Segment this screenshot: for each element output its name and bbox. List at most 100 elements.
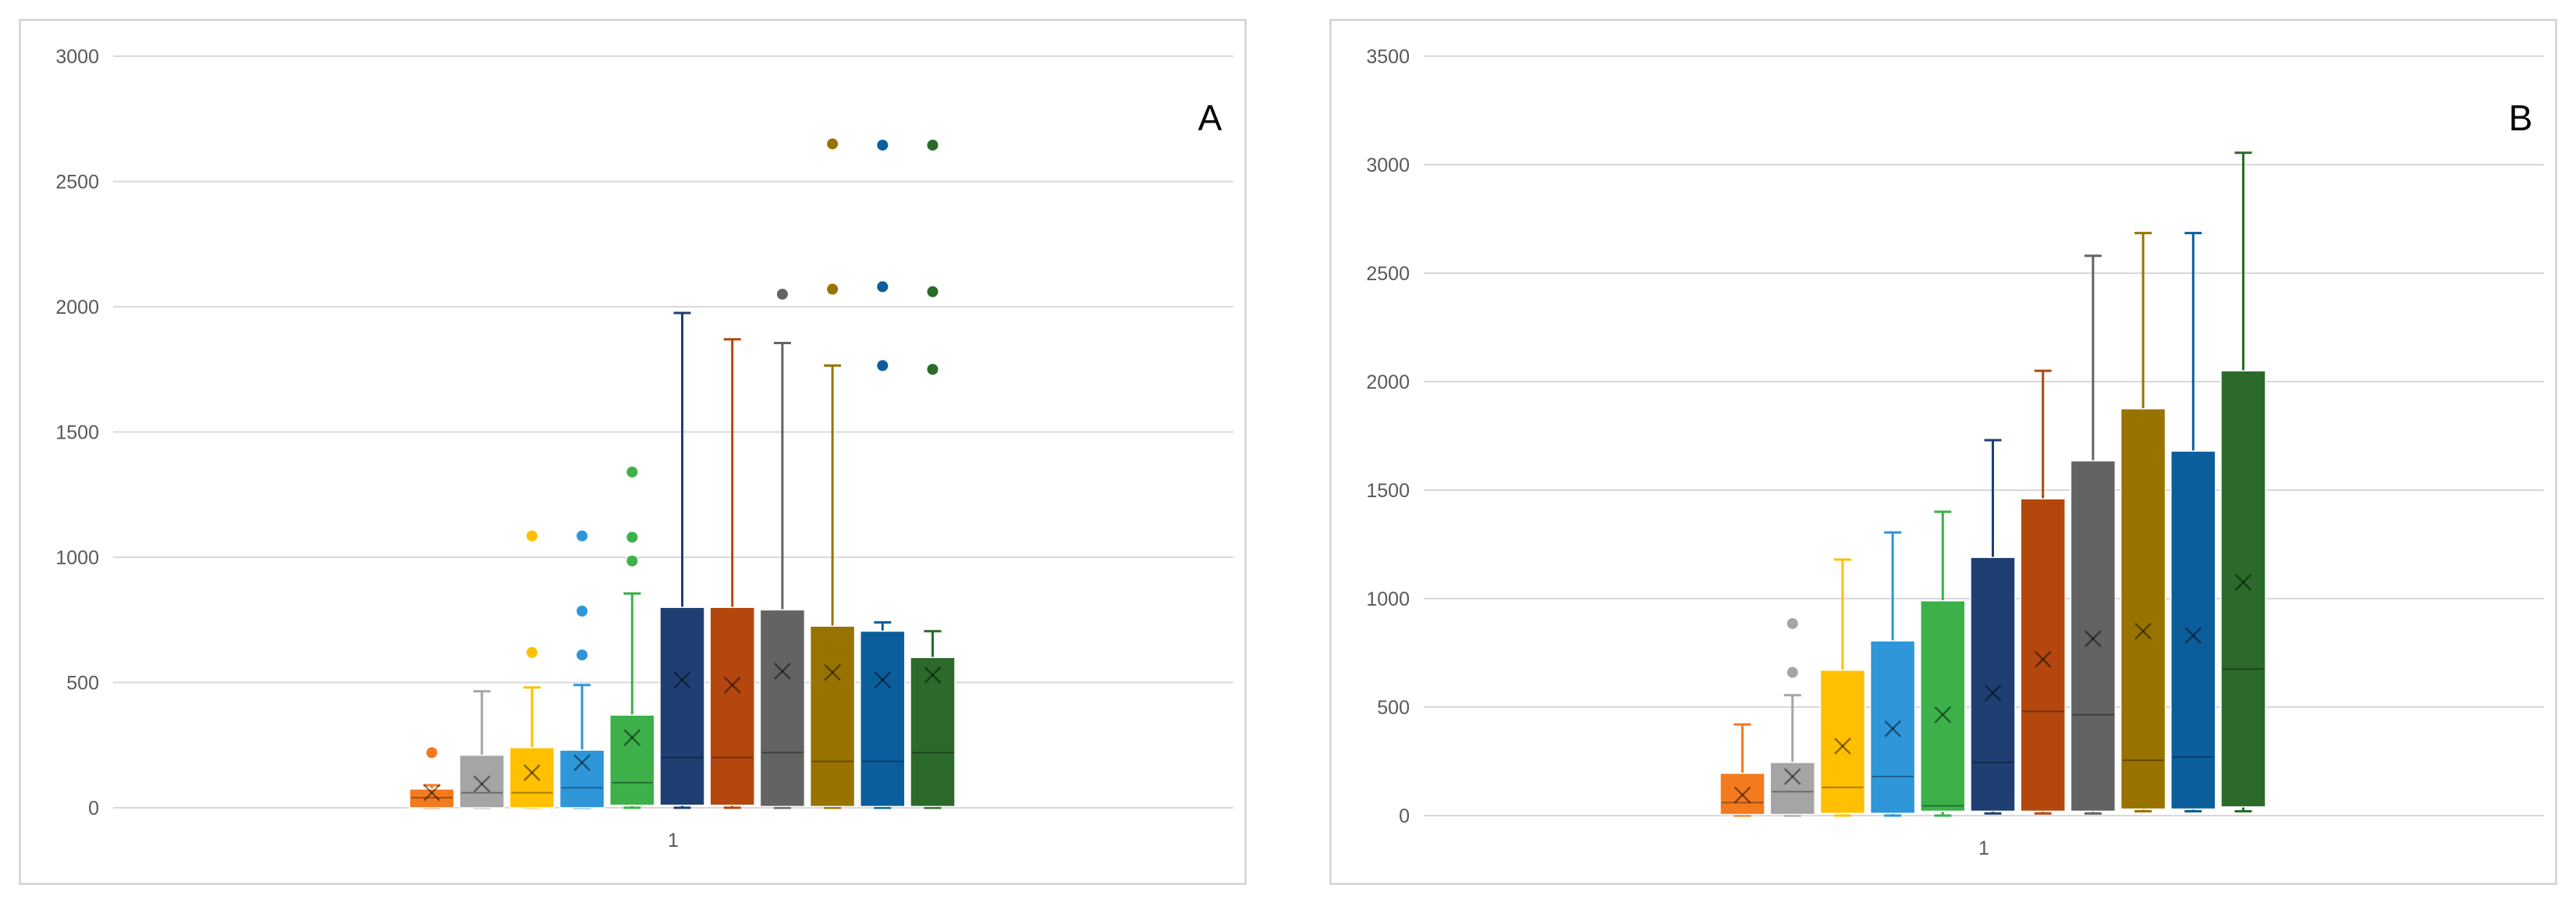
box-iqr <box>409 788 455 809</box>
mean-marker <box>824 663 841 681</box>
mean-marker <box>1934 706 1952 723</box>
box-plot-series <box>2020 369 2066 815</box>
outlier-point <box>877 360 889 371</box>
mean-marker <box>1984 684 2002 702</box>
mean-marker <box>2134 622 2152 640</box>
outlier-point <box>577 606 588 617</box>
mean-marker-stroke <box>2034 650 2052 668</box>
mean-marker-stroke <box>673 671 691 689</box>
box-plot-series <box>1719 723 1765 817</box>
box-iqr <box>860 630 906 808</box>
mean-marker-stroke <box>774 663 791 680</box>
mean-marker <box>723 676 741 694</box>
mean-marker-stroke <box>623 729 641 747</box>
box-plot-series <box>1920 510 1966 817</box>
chart-a-svg: 0 500 1000 1500 2000 2500 3000 1 A <box>55 46 1233 851</box>
y-tick-label: 3000 <box>1366 155 1410 176</box>
box-iqr <box>759 609 806 808</box>
mean-marker <box>774 663 791 680</box>
mean-marker-stroke <box>1834 738 1851 755</box>
mean-marker-stroke <box>2184 627 2202 645</box>
box-plot-series <box>1769 617 1815 817</box>
box-iqr <box>459 754 505 809</box>
mean-marker-stroke <box>1934 706 1952 723</box>
mean-marker-stroke <box>1733 786 1751 804</box>
mean-marker-stroke <box>1984 684 2002 702</box>
box-iqr <box>1869 640 1916 814</box>
box-iqr <box>809 625 856 808</box>
mean-marker-stroke <box>1733 786 1751 804</box>
y-tick-label: 3000 <box>55 46 99 68</box>
y-tick-label: 500 <box>66 673 99 695</box>
mean-marker <box>2034 650 2052 668</box>
mean-marker-stroke <box>1984 684 2002 702</box>
box-iqr <box>2220 370 2266 808</box>
mean-marker-stroke <box>723 676 741 694</box>
mean-marker-stroke <box>573 754 591 772</box>
box-plot-series <box>2170 232 2216 812</box>
box-plot-series <box>2220 151 2266 812</box>
mean-marker-stroke <box>2085 630 2102 648</box>
box-plot-series <box>459 690 505 809</box>
mean-marker-stroke <box>774 663 791 680</box>
y-tick-label: 1000 <box>55 547 99 569</box>
mean-marker-stroke <box>523 764 541 781</box>
mean-marker-stroke <box>874 671 892 689</box>
outlier-point <box>827 283 839 295</box>
mean-marker <box>2234 574 2252 592</box>
outlier-point <box>927 139 939 151</box>
box-iqr <box>709 606 755 806</box>
outlier-point <box>577 649 588 661</box>
outlier-point <box>927 286 939 297</box>
outlier-point <box>526 646 538 658</box>
y-tick-label: 1000 <box>1366 588 1410 610</box>
mean-marker-stroke <box>2184 627 2202 645</box>
mean-marker-stroke <box>1834 738 1851 755</box>
box-iqr <box>509 747 555 809</box>
box-plot-series <box>509 530 555 809</box>
box-plot-series <box>1819 558 1866 817</box>
box-iqr <box>1769 762 1815 816</box>
outlier-point <box>577 530 588 542</box>
box-plot-series <box>809 138 856 809</box>
y-tick-label: 0 <box>1399 805 1410 827</box>
box-plot-series <box>1869 531 1916 817</box>
mean-marker <box>423 784 441 802</box>
mean-marker <box>473 775 491 793</box>
box-iqr <box>2020 498 2066 812</box>
outlier-point <box>526 530 538 542</box>
mean-marker-stroke <box>2134 622 2152 640</box>
mean-marker <box>573 754 591 772</box>
box-iqr <box>659 606 705 806</box>
box-plot-series <box>759 288 806 809</box>
mean-marker <box>523 764 541 781</box>
box-iqr <box>2170 450 2216 810</box>
outlier-point <box>776 288 788 300</box>
outlier-point <box>927 364 939 375</box>
mean-marker-stroke <box>2034 650 2052 668</box>
mean-marker <box>2184 627 2202 645</box>
mean-marker-stroke <box>673 671 691 689</box>
y-tick-label: 2000 <box>55 297 99 318</box>
mean-marker-stroke <box>1884 720 1901 738</box>
y-tick-label: 0 <box>88 798 99 819</box>
mean-marker-stroke <box>623 729 641 747</box>
outlier-point <box>626 555 638 567</box>
mean-marker <box>924 666 942 684</box>
mean-marker-stroke <box>423 784 441 802</box>
mean-marker-stroke <box>1934 706 1952 723</box>
y-tick-label: 2500 <box>55 172 99 194</box>
box-plot-series <box>559 530 605 809</box>
box-plot-series <box>2120 232 2166 812</box>
mean-marker <box>1834 738 1851 755</box>
mean-marker-stroke <box>874 671 892 689</box>
outlier-point <box>426 747 438 759</box>
box-iqr <box>2070 460 2117 812</box>
panel-letter-label: A <box>1198 98 1222 138</box>
box-iqr <box>910 656 956 808</box>
y-tick-label: 1500 <box>1366 480 1410 502</box>
mean-marker-stroke <box>2234 574 2252 592</box>
outlier-point <box>877 139 889 151</box>
mean-marker-stroke <box>2134 622 2152 640</box>
mean-marker-stroke <box>723 676 741 694</box>
